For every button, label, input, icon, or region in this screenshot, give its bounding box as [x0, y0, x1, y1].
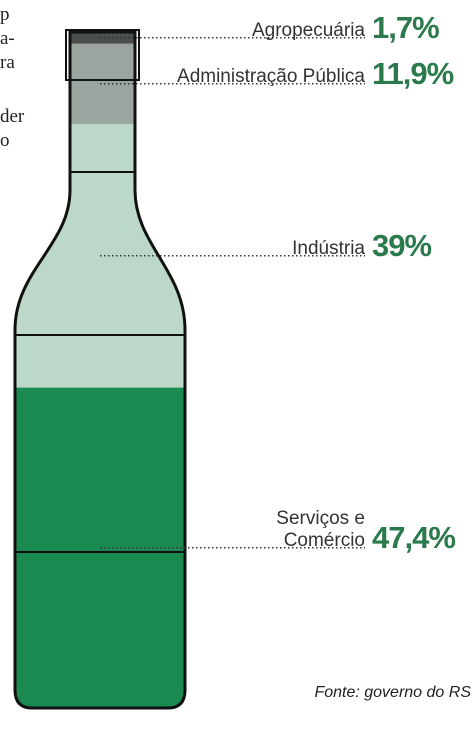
text-fragment: o — [0, 130, 10, 151]
category-label: Administração Pública — [177, 65, 365, 87]
text-fragment: ra — [0, 52, 15, 73]
text-fragment: p — [0, 4, 10, 25]
category-label: Serviços e Comércio — [276, 507, 365, 551]
value-label: 47,4% — [372, 519, 456, 555]
value-label: 1,7% — [372, 9, 440, 45]
value-label: 11,9% — [372, 55, 454, 91]
category-label: Agropecuária — [251, 19, 365, 41]
bottle-outline — [13, 30, 187, 710]
text-fragment: der — [0, 106, 25, 127]
category-label: Indústria — [292, 237, 365, 259]
segments — [15, 32, 185, 708]
text-fragment: a- — [0, 28, 15, 49]
bottle-cap — [65, 29, 140, 81]
source: Fonte: governo do RS — [314, 684, 471, 701]
value-label: 39% — [372, 227, 432, 263]
